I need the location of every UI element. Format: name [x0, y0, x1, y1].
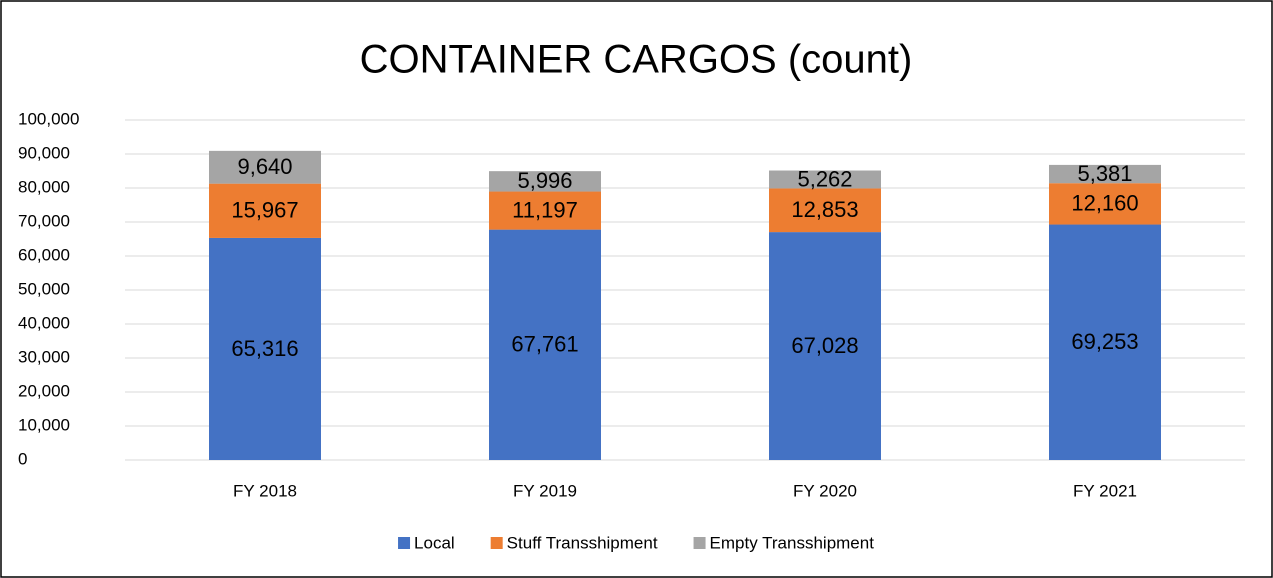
x-tick-label: FY 2021: [1073, 481, 1137, 500]
data-label: 12,853: [791, 197, 858, 222]
legend-swatch: [490, 537, 503, 549]
y-tick-label: 20,000: [18, 381, 70, 400]
x-tick-label: FY 2018: [233, 481, 297, 500]
y-tick-label: 30,000: [18, 347, 70, 366]
data-label: 67,761: [511, 332, 578, 357]
data-label: 65,316: [231, 336, 298, 361]
legend-label: Stuff Transshipment: [507, 533, 658, 552]
data-label: 12,160: [1071, 191, 1138, 216]
bar-segment: [769, 188, 881, 233]
y-tick-label: 60,000: [18, 245, 70, 264]
chart-title: CONTAINER CARGOS (count): [360, 38, 913, 82]
legend-swatch: [693, 537, 706, 549]
bar-segment: [1049, 183, 1161, 225]
data-label: 9,640: [237, 154, 292, 179]
data-label: 69,253: [1071, 329, 1138, 354]
y-tick-label: 90,000: [18, 143, 70, 162]
bar-segment: [1049, 224, 1161, 460]
legend-label: Local: [414, 533, 455, 552]
bar-segment: [769, 232, 881, 460]
x-tick-label: FY 2020: [793, 481, 857, 500]
y-tick-label: 70,000: [18, 211, 70, 230]
bar-segment: [489, 171, 601, 192]
data-label: 5,996: [517, 168, 572, 193]
data-label: 5,381: [1077, 161, 1132, 186]
legend-swatch: [398, 537, 411, 549]
data-label: 67,028: [791, 333, 858, 358]
data-label: 11,197: [512, 197, 578, 222]
bar-segment: [1049, 164, 1161, 184]
y-tick-label: 100,000: [18, 109, 79, 128]
data-label: 5,262: [797, 166, 852, 191]
bar-segment: [489, 229, 601, 460]
data-label: 15,967: [231, 198, 298, 223]
y-tick-label: 40,000: [18, 313, 70, 332]
bar-segment: [209, 150, 321, 184]
bar-segment: [209, 237, 321, 460]
y-tick-label: 80,000: [18, 177, 70, 196]
bar-segment: [209, 183, 321, 238]
legend-label: Empty Transshipment: [710, 533, 875, 552]
y-tick-label: 0: [18, 449, 27, 468]
x-tick-label: FY 2019: [513, 481, 577, 500]
y-tick-label: 10,000: [18, 415, 70, 434]
bar-segment: [489, 191, 601, 230]
bar-segment: [769, 170, 881, 189]
y-tick-label: 50,000: [18, 279, 70, 298]
